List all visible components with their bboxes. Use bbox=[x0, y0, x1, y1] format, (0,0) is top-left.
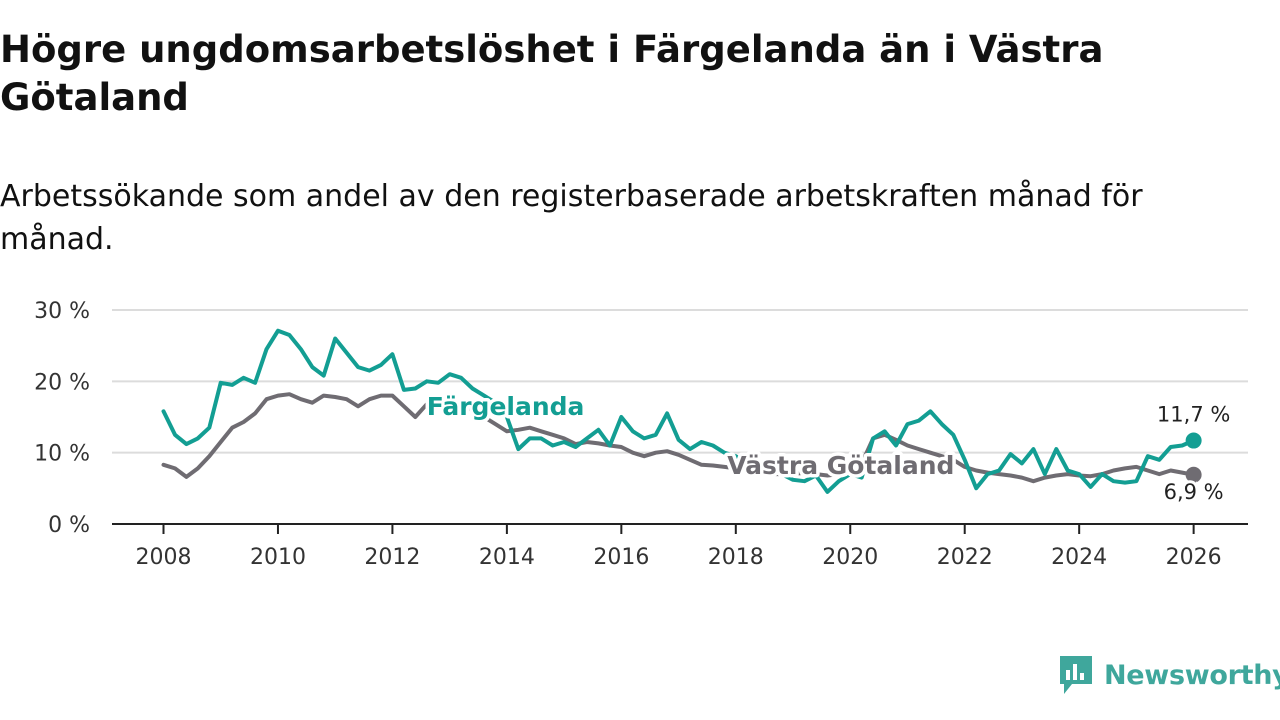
x-tick-label: 2020 bbox=[822, 545, 878, 570]
end-point-fargelanda bbox=[1185, 432, 1202, 449]
x-tick-label: 2012 bbox=[364, 545, 420, 570]
page-subtitle: Arbetssökande som andel av den registerb… bbox=[0, 179, 1143, 257]
end-point-vastra-gotaland bbox=[1185, 466, 1202, 483]
axis-layer: 0 % 10 % 20 % 30 % 2008 2010 2012 2014 2016 2018 2… bbox=[34, 299, 1248, 570]
newsworthy-logo[interactable]: Newsworthy bbox=[1058, 654, 1280, 696]
x-tick-label: 2022 bbox=[937, 545, 993, 570]
x-tick-label: 2026 bbox=[1166, 545, 1222, 570]
x-tick-label: 2014 bbox=[479, 545, 535, 570]
page-title: Högre ungdomsarbetslöshet i Färgelanda ä… bbox=[0, 28, 1104, 119]
x-tick-label: 2016 bbox=[593, 545, 649, 570]
label-layer: Färgelanda Västra Götaland 11,7 % 6,9 % bbox=[423, 388, 1233, 507]
series-line-fargelanda bbox=[161, 328, 1196, 494]
series-layer bbox=[161, 328, 1202, 494]
end-label-fargelanda: 11,7 % bbox=[1157, 402, 1230, 426]
series-label-vastra-gotaland: Västra Götaland bbox=[727, 451, 954, 480]
series-label-fargelanda: Färgelanda bbox=[427, 392, 585, 421]
end-label-vastra-gotaland: 6,9 % bbox=[1164, 480, 1224, 504]
x-tick-label: 2008 bbox=[136, 545, 192, 570]
y-tick-label: 30 % bbox=[34, 299, 90, 324]
logo-text: Newsworthy bbox=[1104, 659, 1280, 691]
line-chart: 0 % 10 % 20 % 30 % 2008 2010 2012 2014 2016 2018 2… bbox=[34, 299, 1248, 570]
newsworthy-logo-icon bbox=[1060, 656, 1092, 694]
x-tick-label: 2018 bbox=[708, 545, 764, 570]
y-tick-label: 0 % bbox=[48, 513, 90, 538]
series-line-vastra-gotaland bbox=[161, 392, 1196, 484]
x-tick-label: 2010 bbox=[250, 545, 306, 570]
y-tick-label: 20 % bbox=[34, 370, 90, 395]
x-tick-label: 2024 bbox=[1051, 545, 1107, 570]
y-tick-label: 10 % bbox=[34, 442, 90, 467]
